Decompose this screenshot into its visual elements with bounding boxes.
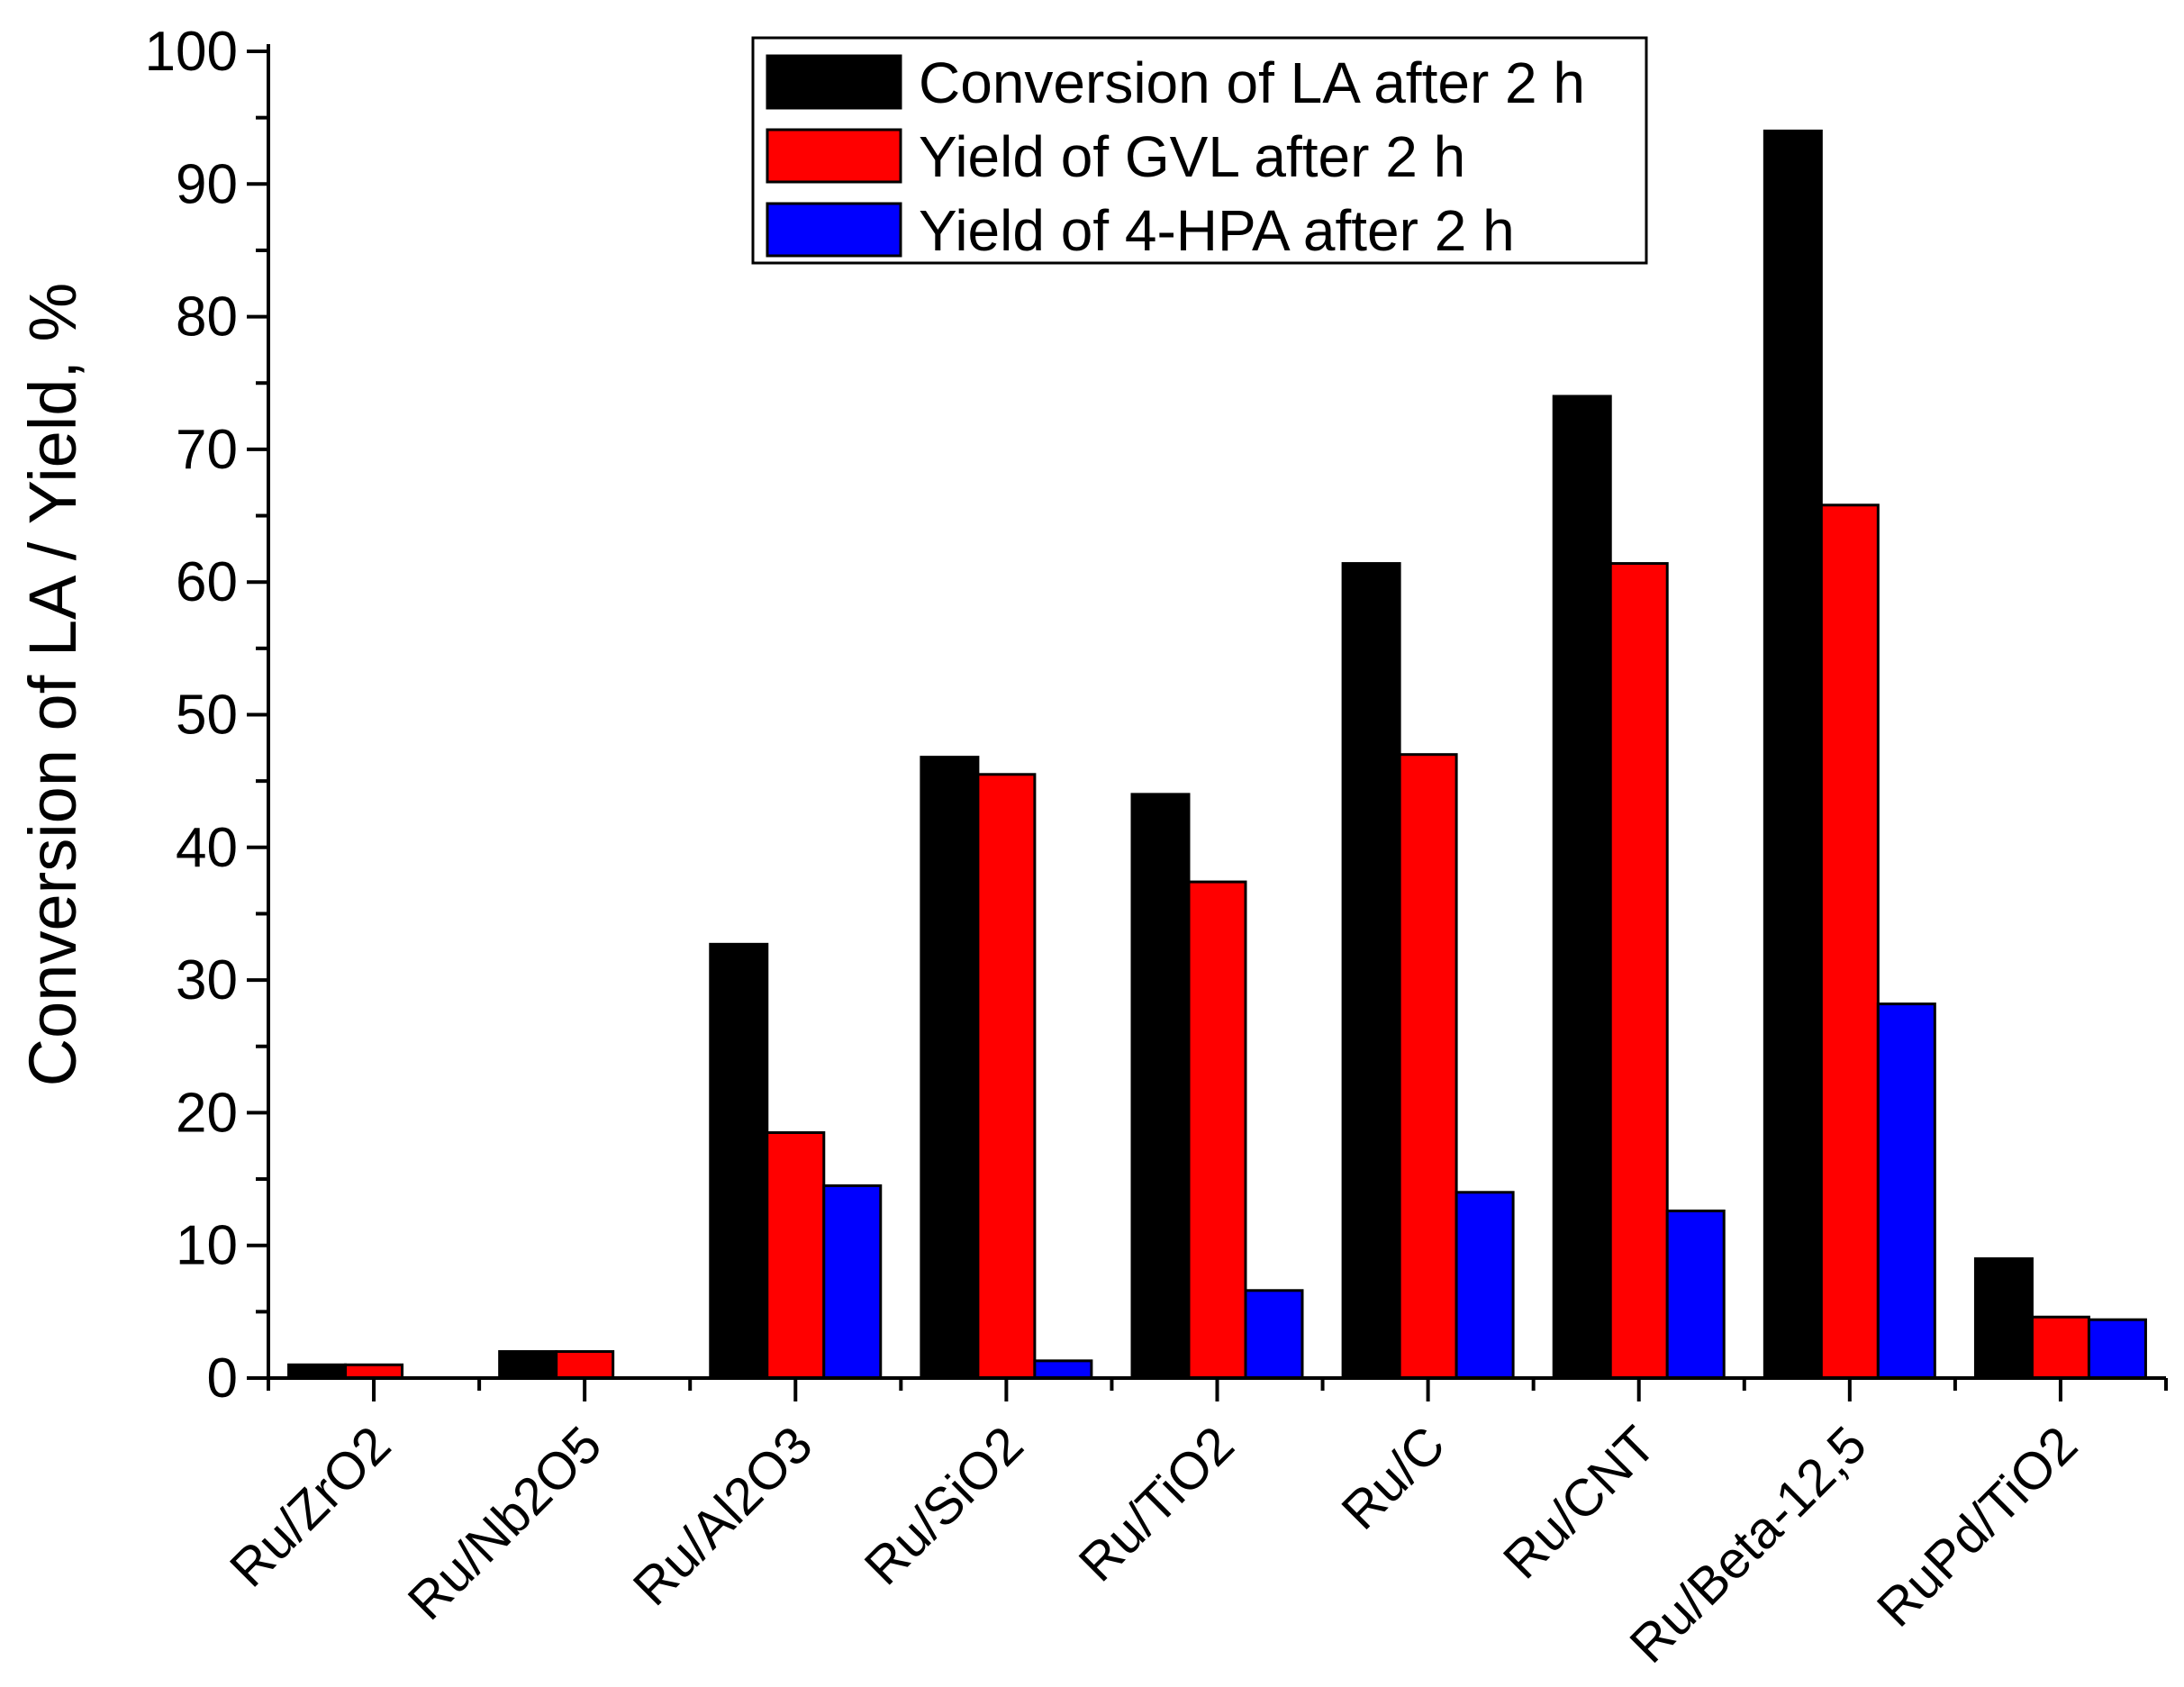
bar-Ru/Al2O3-Yield of GVL after 2 h xyxy=(766,1130,826,1380)
y-tick-label: 60 xyxy=(176,551,238,613)
legend: Conversion of LA after 2 h Yield of GVL a… xyxy=(751,36,1648,265)
legend-swatch-3 xyxy=(766,202,902,258)
bar-Ru/Nb2O5-Conversion of LA after 2 h xyxy=(498,1350,558,1380)
x-category-label: Ru/SiO2 xyxy=(854,1415,1035,1596)
bar-Ru/SiO2-Yield of 4-HPA after 2 h xyxy=(1033,1359,1093,1380)
bar-Ru/Beta-12,5-Yield of 4-HPA after 2 h xyxy=(1876,1002,1936,1380)
bar-Ru/CNT-Yield of 4-HPA after 2 h xyxy=(1665,1209,1726,1380)
x-category-label: RuPd/TiO2 xyxy=(1866,1415,2089,1637)
legend-swatch-1 xyxy=(766,54,902,110)
bar-Ru/CNT-Conversion of LA after 2 h xyxy=(1552,395,1612,1380)
x-category-label: Ru/C xyxy=(1330,1415,1455,1540)
y-tick-label: 100 xyxy=(145,21,238,83)
x-category-label: Ru/ZrO2 xyxy=(219,1415,402,1598)
y-axis-title: Conversion of LA / Yield, % xyxy=(15,283,90,1087)
y-tick-label: 90 xyxy=(176,153,238,215)
x-category-label: Ru/Nb2O5 xyxy=(397,1415,613,1631)
bar-Ru/CNT-Yield of GVL after 2 h xyxy=(1609,562,1669,1380)
y-tick-label: 30 xyxy=(176,949,238,1011)
bar-RuPd/TiO2-Yield of GVL after 2 h xyxy=(2030,1315,2090,1380)
bar-Ru/ZrO2-Conversion of LA after 2 h xyxy=(287,1363,348,1380)
bar-Ru/C-Conversion of LA after 2 h xyxy=(1341,562,1401,1380)
legend-label-2: Yield of GVL after 2 h xyxy=(919,124,1465,189)
bar-Ru/Nb2O5-Yield of GVL after 2 h xyxy=(555,1350,615,1380)
bar-RuPd/TiO2-Conversion of LA after 2 h xyxy=(1973,1256,2034,1380)
bar-RuPd/TiO2-Yield of 4-HPA after 2 h xyxy=(2087,1318,2147,1380)
bar-Ru/Al2O3-Yield of 4-HPA after 2 h xyxy=(822,1184,883,1380)
x-category-label: Ru/TiO2 xyxy=(1068,1415,1246,1592)
bar-Ru/Beta-12,5-Yield of GVL after 2 h xyxy=(1819,503,1880,1380)
bar-Ru/SiO2-Conversion of LA after 2 h xyxy=(920,756,980,1380)
legend-swatch-2 xyxy=(766,128,902,184)
bar-Ru/C-Yield of 4-HPA after 2 h xyxy=(1454,1191,1515,1380)
y-tick-label: 70 xyxy=(176,419,238,481)
bar-Ru/Al2O3-Conversion of LA after 2 h xyxy=(709,942,769,1380)
bars xyxy=(287,129,2147,1380)
bar-Ru/TiO2-Yield of GVL after 2 h xyxy=(1187,880,1247,1380)
y-tick-label: 50 xyxy=(176,685,238,747)
y-tick-label: 80 xyxy=(176,286,238,349)
y-tick-label: 10 xyxy=(176,1215,238,1277)
bar-Ru/ZrO2-Yield of GVL after 2 h xyxy=(344,1363,404,1380)
bar-Ru/C-Yield of GVL after 2 h xyxy=(1398,753,1458,1380)
y-tick-label: 20 xyxy=(176,1082,238,1144)
y-tick-label: 40 xyxy=(176,817,238,879)
y-tick-label: 0 xyxy=(207,1347,238,1410)
legend-label-1: Conversion of LA after 2 h xyxy=(919,50,1585,115)
x-category-label: Ru/Al2O3 xyxy=(622,1415,824,1617)
legend-label-3: Yield of 4-HPA after 2 h xyxy=(919,198,1515,263)
bar-Ru/TiO2-Yield of 4-HPA after 2 h xyxy=(1244,1289,1304,1380)
x-category-label: Ru/CNT xyxy=(1492,1415,1667,1590)
bar-Ru/SiO2-Yield of GVL after 2 h xyxy=(976,773,1037,1380)
bar-Ru/TiO2-Conversion of LA after 2 h xyxy=(1130,793,1191,1380)
bar-Ru/Beta-12,5-Conversion of LA after 2 h xyxy=(1763,129,1823,1380)
